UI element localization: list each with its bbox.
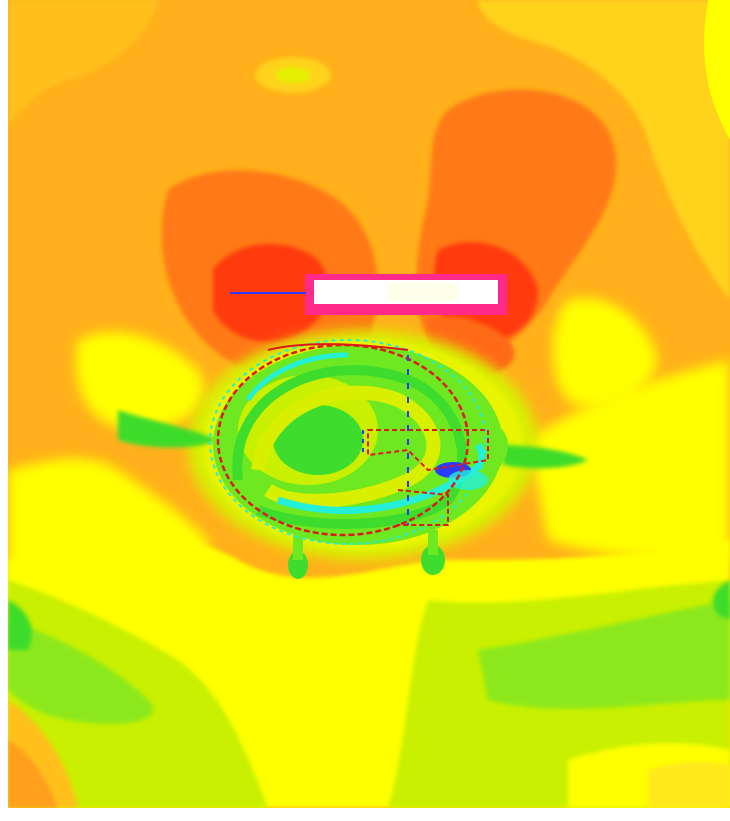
yellow-right-mid bbox=[553, 298, 658, 408]
patch-inner-glow bbox=[388, 283, 458, 301]
swirl-green-band bbox=[232, 365, 468, 529]
red-contour-inner bbox=[367, 429, 489, 472]
green-band-lower-right-inner bbox=[478, 600, 730, 709]
red-contour-lower bbox=[397, 489, 449, 526]
yellow-bottom-right-inner bbox=[648, 761, 730, 808]
yellow-field-left bbox=[8, 458, 208, 640]
yellow-left-mid bbox=[76, 331, 205, 430]
green-stem-lower-left bbox=[293, 535, 303, 560]
green-stem-lower-right bbox=[428, 530, 438, 555]
yellow-green-spot-top bbox=[275, 67, 311, 83]
yellow-zone-top-right bbox=[478, 0, 730, 300]
green-arm-left bbox=[118, 410, 218, 448]
yellow-field-right bbox=[528, 360, 730, 560]
yellow-zone-top-left bbox=[8, 0, 158, 130]
field-map bbox=[8, 0, 730, 808]
cyan-contour-outer bbox=[209, 339, 487, 545]
swirl-yellow-band bbox=[251, 385, 441, 508]
green-band-lower-left-inner bbox=[8, 620, 154, 724]
red-contour-outer bbox=[216, 343, 470, 537]
green-spot-left-edge bbox=[8, 600, 32, 650]
green-drop-lower-right bbox=[421, 545, 445, 575]
red-contour-top bbox=[267, 343, 409, 351]
swirl-cyan-band bbox=[276, 443, 486, 514]
field-svg bbox=[8, 0, 730, 808]
yellow-zone-right-edge bbox=[704, 0, 730, 140]
green-arm-right bbox=[503, 445, 588, 469]
swirl-cyan-band-2 bbox=[245, 352, 349, 402]
cyan-spot bbox=[448, 470, 488, 490]
green-spot-right-edge bbox=[712, 580, 730, 620]
central-body-inner-green bbox=[273, 405, 363, 475]
orange-corner-lower-left bbox=[8, 740, 58, 808]
